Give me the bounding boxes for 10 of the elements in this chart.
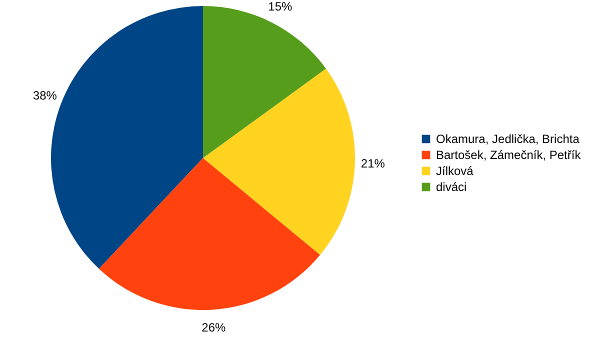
pie-slice (203, 68, 355, 255)
legend-label: diváci (436, 180, 467, 194)
data-label: 15% (268, 0, 293, 14)
pie-slice (98, 158, 320, 310)
legend-label: Okamura, Jedlička, Brichta (436, 132, 580, 146)
data-label: 26% (202, 320, 226, 335)
data-label: 21% (360, 156, 386, 170)
legend-label: Bartošek, Zámečník, Petřík (436, 148, 582, 162)
data-label: 38% (32, 88, 58, 102)
legend-label: Jílková (436, 164, 474, 178)
